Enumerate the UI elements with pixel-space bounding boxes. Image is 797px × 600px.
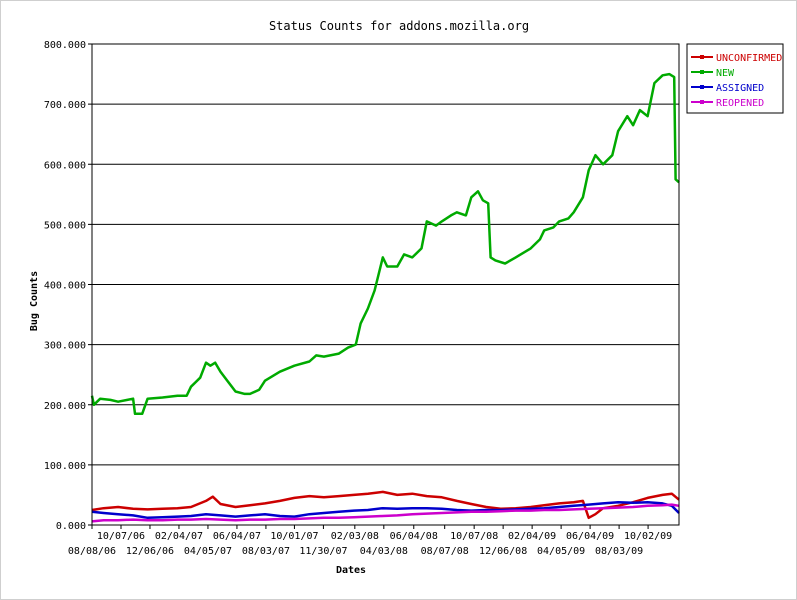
x-tick-label: 06/04/08 bbox=[390, 531, 438, 542]
legend-marker bbox=[700, 70, 704, 74]
legend-label: NEW bbox=[716, 68, 735, 79]
x-tick-label: 04/03/08 bbox=[360, 546, 408, 557]
x-tick-label: 04/05/07 bbox=[184, 546, 232, 557]
plot-border bbox=[91, 43, 680, 526]
x-tick-label: 06/04/09 bbox=[566, 531, 614, 542]
y-tick-label: 400.000 bbox=[44, 281, 86, 292]
y-tick-label: 600.000 bbox=[44, 160, 86, 171]
y-axis-ticks: 0.000 100.000 200.000 300.000 400.000 500.000… bbox=[44, 40, 92, 532]
legend-marker bbox=[700, 85, 704, 89]
x-tick-label: 11/30/07 bbox=[299, 546, 347, 557]
x-tick-label: 08/03/09 bbox=[595, 546, 643, 557]
y-axis-title: Bug Counts bbox=[29, 271, 40, 331]
y-tick-label: 0.000 bbox=[56, 521, 86, 532]
legend-label: ASSIGNED bbox=[716, 83, 764, 94]
series-line-assigned bbox=[91, 500, 680, 520]
y-tick-label: 300.000 bbox=[44, 341, 86, 352]
x-tick-label: 10/01/07 bbox=[270, 531, 318, 542]
series-line-reopened bbox=[91, 503, 680, 523]
series-line-unconfirmed bbox=[91, 490, 680, 520]
y-tick-label: 100.000 bbox=[44, 461, 86, 472]
x-tick-label: 10/02/09 bbox=[624, 531, 672, 542]
x-tick-label: 08/08/06 bbox=[68, 546, 116, 557]
x-tick-label: 10/07/08 bbox=[450, 531, 498, 542]
gridlines bbox=[92, 103, 679, 466]
x-tick-label: 06/04/07 bbox=[213, 531, 261, 542]
series-lines bbox=[90, 72, 680, 523]
chart-title: Status Counts for addons.mozilla.org bbox=[269, 19, 529, 33]
x-tick-label: 02/04/09 bbox=[508, 531, 556, 542]
x-tick-label: 02/03/08 bbox=[331, 531, 379, 542]
legend-label: REOPENED bbox=[716, 98, 764, 109]
y-tick-label: 800.000 bbox=[44, 40, 86, 51]
legend-label: UNCONFIRMED bbox=[716, 53, 782, 64]
x-tick-label: 12/06/06 bbox=[126, 546, 174, 557]
legend: UNCONFIRMED NEW ASSIGNED REOPENED bbox=[686, 43, 784, 114]
x-axis-ticks: 08/08/06 10/07/06 12/06/06 02/04/07 04/05/07… bbox=[68, 525, 672, 557]
x-tick-label: 12/06/08 bbox=[479, 546, 527, 557]
y-tick-label: 700.000 bbox=[44, 100, 86, 111]
x-tick-label: 08/07/08 bbox=[421, 546, 469, 557]
x-tick-label: 04/05/09 bbox=[537, 546, 585, 557]
y-tick-label: 500.000 bbox=[44, 220, 86, 231]
y-tick-label: 200.000 bbox=[44, 401, 86, 412]
legend-marker bbox=[700, 55, 704, 59]
series-line-new bbox=[90, 72, 680, 416]
x-tick-label: 08/03/07 bbox=[242, 546, 290, 557]
x-tick-label: 02/04/07 bbox=[155, 531, 203, 542]
legend-marker bbox=[700, 100, 704, 104]
x-axis-title: Dates bbox=[336, 565, 366, 576]
x-tick-label: 10/07/06 bbox=[97, 531, 145, 542]
